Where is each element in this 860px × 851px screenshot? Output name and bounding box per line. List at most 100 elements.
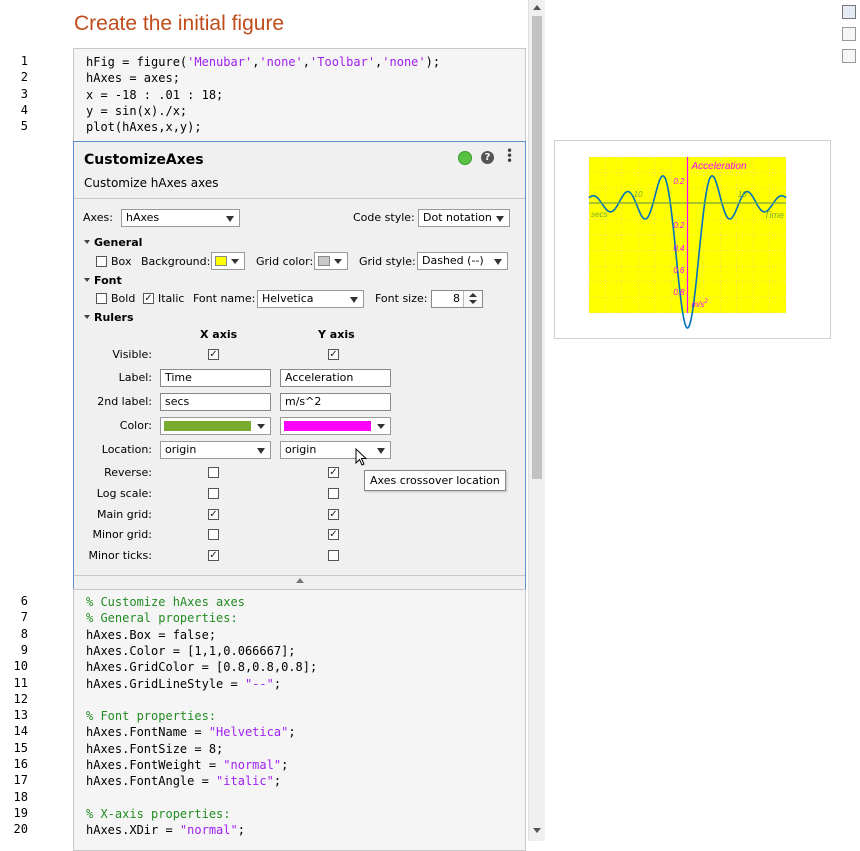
code-block-top[interactable] (73, 48, 526, 142)
scroll-down-icon[interactable] (533, 828, 541, 833)
code-line[interactable]: hAxes.GridLineStyle = "--"; (86, 676, 282, 691)
code-line[interactable]: hAxes.FontSize = 8; (86, 741, 224, 756)
section-general[interactable]: General (83, 236, 143, 249)
x-axis-main-grid-checkbox[interactable]: ✓ (208, 509, 219, 520)
code-line[interactable]: hAxes.Color = [1,1,0.066667]; (86, 643, 296, 658)
task-title: CustomizeAxes (84, 152, 204, 168)
code-line[interactable]: hAxes.FontWeight = "normal"; (86, 758, 289, 772)
code-line[interactable]: x = -18 : .01 : 18; (86, 87, 224, 102)
code-line[interactable]: % Customize hAxes axes (86, 595, 245, 609)
spinner-arrows[interactable] (463, 291, 482, 307)
code-line[interactable]: hFig = figure('Menubar','none','Toolbar'… (86, 55, 441, 69)
ruler-row-label-visible: Visible: (112, 348, 152, 361)
font-name-label: Font name: (193, 292, 256, 305)
code-style-select[interactable]: Dot notation (418, 209, 510, 227)
figure-output[interactable]: Acceleration Time secs m/s2 0.2 0.2 0.4 0.6 0.8 -… (554, 140, 831, 339)
y-axis-visible-checkbox[interactable]: ✓ (328, 349, 339, 360)
line-number: 3 (20, 86, 28, 101)
task-divider (74, 575, 525, 576)
code-line[interactable]: hAxes.FontName = "Helvetica"; (86, 725, 296, 740)
run-status-icon[interactable] (458, 151, 472, 165)
bold-label: Bold (111, 292, 136, 305)
hide-code-icon[interactable] (842, 49, 856, 63)
x-axis-label-field[interactable]: Time (160, 369, 271, 387)
y-axis-minor-grid-checkbox[interactable]: ✓ (328, 529, 339, 540)
line-number: 1 (20, 54, 28, 68)
grid-style-label: Grid style: (359, 255, 416, 268)
code-line[interactable]: plot(hAxes,x,y); (86, 120, 202, 135)
background-color-picker[interactable] (211, 252, 245, 270)
box-checkbox[interactable] (96, 256, 107, 267)
line-number: 8 (20, 626, 28, 641)
line-number: 10 (13, 659, 28, 674)
ruler-row-label-log-scale: Log scale: (96, 487, 152, 500)
code-block-bottom[interactable] (73, 589, 526, 851)
line-number: 13 (13, 708, 28, 723)
editor-scrollbar[interactable] (528, 0, 545, 841)
live-task-customize-axes: CustomizeAxes Customize hAxes axes ? • • •… (73, 141, 526, 590)
code-line[interactable]: hAxes.GridColor = [0.8,0.8,0.8]; (86, 660, 318, 675)
help-icon[interactable]: ? (481, 151, 494, 164)
chevron-up-icon[interactable] (469, 293, 477, 297)
scrollbar-thumb[interactable] (532, 16, 542, 479)
code-style-label: Code style: (353, 211, 415, 224)
chevron-down-icon (226, 216, 234, 222)
data-series-line (588, 174, 787, 329)
chevron-down-icon (377, 424, 385, 429)
y-tick-label: 0.4 (673, 244, 685, 253)
y-axis-second-label: m/s2 (692, 299, 709, 309)
grid-style-select[interactable]: Dashed (--) (417, 252, 508, 270)
code-line[interactable]: % X-axis properties: (86, 806, 231, 821)
output-inline-icon[interactable] (842, 27, 856, 41)
grid-color-picker[interactable] (314, 252, 348, 270)
x-axis-color-color-picker[interactable] (160, 417, 271, 435)
font-size-spinner[interactable]: 8 (431, 290, 483, 308)
y-axis-minor-ticks-checkbox[interactable] (328, 550, 339, 561)
chevron-down-icon[interactable] (469, 300, 477, 304)
bold-checkbox[interactable] (96, 293, 107, 304)
more-options-icon[interactable]: • • • (506, 144, 514, 168)
code-line[interactable]: hAxes.XDir = "normal"; (86, 823, 245, 838)
task-subtitle[interactable]: Customize hAxes axes (84, 176, 219, 190)
x-axis-second-label: secs (591, 210, 607, 219)
line-number: 14 (13, 724, 28, 739)
x-axis-minor-grid-checkbox[interactable] (208, 529, 219, 540)
section-font[interactable]: Font (84, 274, 122, 287)
code-line[interactable]: % Font properties: (86, 709, 217, 724)
y-axis-color-color-picker[interactable] (280, 417, 391, 435)
y-tick-label: 0.8 (673, 288, 685, 297)
line-number: 12 (13, 691, 28, 706)
y-axis-label-field[interactable]: Acceleration (280, 369, 391, 387)
italic-checkbox[interactable]: ✓ (143, 293, 154, 304)
y-axis-second-label-field[interactable]: m/s^2 (280, 393, 391, 411)
section-rulers[interactable]: Rulers (84, 311, 134, 324)
axes-select[interactable]: hAxes (121, 209, 240, 227)
chevron-down-icon (257, 424, 265, 429)
line-number: 5 (20, 119, 28, 134)
y-axis-location-select[interactable]: origin (280, 441, 391, 459)
ruler-row-label-second-label: 2nd label: (97, 395, 152, 408)
y-axis-log-scale-checkbox[interactable] (328, 488, 339, 499)
code-line[interactable]: hAxes.FontAngle = "italic"; (86, 774, 282, 789)
scroll-up-icon[interactable] (533, 5, 541, 10)
y-axis-main-grid-checkbox[interactable]: ✓ (328, 509, 339, 520)
y-axis-reverse-checkbox[interactable]: ✓ (328, 467, 339, 478)
task-header: CustomizeAxes Customize hAxes axes ? • • • (74, 142, 525, 199)
font-name-select[interactable]: Helvetica (257, 290, 364, 308)
code-line[interactable]: hAxes = axes; (86, 71, 180, 86)
line-number: 6 (20, 594, 28, 608)
code-line[interactable]: % General properties: (86, 611, 238, 626)
x-axis-second-label-field[interactable]: secs (160, 393, 271, 411)
code-line[interactable]: hAxes.Box = false; (86, 627, 217, 642)
x-axis-minor-ticks-checkbox[interactable]: ✓ (208, 550, 219, 561)
collapse-icon[interactable] (296, 578, 304, 583)
ruler-row-label-label: Label: (118, 371, 152, 384)
code-line[interactable]: y = sin(x)./x; (86, 103, 188, 118)
x-axis-log-scale-checkbox[interactable] (208, 488, 219, 499)
x-axis-location-select[interactable]: origin (160, 441, 271, 459)
x-axis-visible-checkbox[interactable]: ✓ (208, 349, 219, 360)
output-right-icon[interactable] (842, 5, 856, 19)
box-label: Box (111, 255, 132, 268)
x-axis-reverse-checkbox[interactable] (208, 467, 219, 478)
line-number: 20 (13, 822, 28, 837)
